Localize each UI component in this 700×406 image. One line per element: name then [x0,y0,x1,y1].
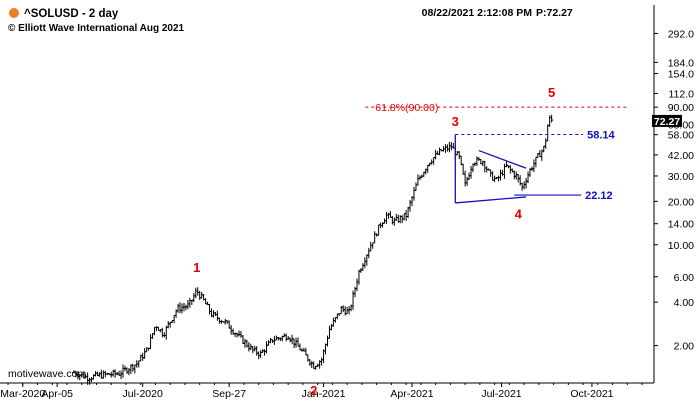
chart-header: ^SOLUSD - 2 day © Elliott Wave Internati… [8,7,573,34]
time-tick-label: Jul-2020 [123,388,163,400]
price-tick-label: 184.0 [668,57,694,69]
wave-annotations: 61.8%(90.00) 58.14 22.12 1 2 3 4 5 [193,85,630,398]
price-tick-label: 42.00 [668,150,694,162]
plot-area: 292.0184.0154.0112.090.0068.0058.0042.00… [0,5,694,400]
price-tick-label: 20.00 [668,196,694,208]
triangle-upper-line [478,149,527,169]
header-datetime: 08/22/2021 2:12:08 PM [422,7,533,19]
price-tick-label: 154.0 [668,69,694,81]
symbol-dot-icon [9,8,19,18]
resistance-label: 58.14 [587,130,615,142]
wave-label: 5 [548,85,555,100]
price-tick-label: 90.00 [668,102,694,114]
fib-level-label: 61.8%(90.00) [375,102,438,114]
price-axis: 292.0184.0154.0112.090.0068.0058.0042.00… [654,28,695,353]
last-price-box [652,114,682,127]
time-tick-label: Oct-2021 [570,388,613,400]
price-tick-label: 58.00 [668,130,694,142]
wave-label: 2 [310,383,317,398]
symbol-title: ^SOLUSD - 2 day [24,8,119,20]
triangle-lower-line [455,196,527,204]
price-tick-label: 292.0 [668,28,694,40]
price-tick-label: 10.00 [668,240,694,252]
wave-label: 3 [452,114,459,129]
price-tick-label: 6.00 [674,272,695,284]
support-label: 22.12 [585,190,613,202]
time-tick-label: Sep-27 [212,388,246,400]
price-bars [72,114,554,385]
wave-label: 4 [515,206,523,221]
time-tick-label: Jul-2021 [481,388,521,400]
time-tick-label: Jan-2021 [302,388,346,400]
last-price-marker: 72.27 [652,114,682,128]
wave-label: 1 [193,260,200,275]
time-tick-label: Mar-2020 [0,388,45,400]
price-tick-label: 14.00 [668,219,694,231]
time-tick-label: Apr-05 [41,388,73,400]
price-tick-label: 4.00 [674,297,695,309]
time-tick-label: Apr-2021 [390,388,433,400]
price-tick-label: 30.00 [668,171,694,183]
header-last-price: P:72.27 [536,7,573,19]
price-tick-label: 2.00 [674,341,695,353]
last-price-label: 72.27 [654,116,680,128]
watermark-text: motivewave.com [8,368,86,380]
price-tick-label: 112.0 [669,88,695,100]
copyright-text: © Elliott Wave International Aug 2021 [8,23,185,34]
